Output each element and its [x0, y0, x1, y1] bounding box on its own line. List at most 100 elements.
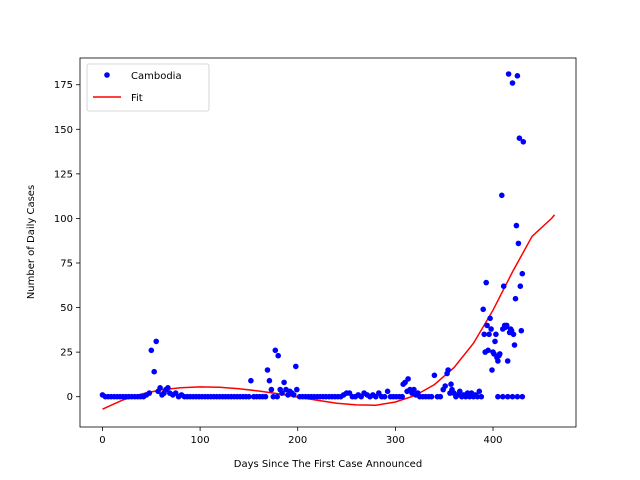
data-point [157, 385, 163, 391]
data-point [493, 331, 499, 338]
legend-box [86, 63, 210, 112]
data-point [485, 347, 491, 354]
data-point [518, 327, 525, 334]
data-point [510, 331, 517, 338]
data-point [442, 383, 449, 389]
data-point [275, 352, 282, 359]
y-tick-label: 175 [54, 80, 73, 91]
data-point [516, 135, 523, 141]
data-point [270, 393, 277, 400]
y-tick-label: 50 [60, 303, 73, 314]
y-tick-label: 75 [60, 259, 73, 270]
data-point [499, 192, 505, 199]
data-point [492, 338, 498, 345]
data-point [480, 306, 487, 313]
data-point [520, 139, 527, 145]
data-point [481, 331, 488, 338]
data-point [519, 393, 526, 400]
data-point [279, 390, 285, 396]
y-tick-label: 150 [54, 125, 73, 136]
data-point [165, 385, 171, 391]
data-point [517, 283, 524, 290]
y-axis-ticks: 0 25 50 75 100 125 150 175 [54, 80, 80, 403]
data-point [489, 367, 495, 373]
data-point [486, 331, 492, 338]
fit-layer [102, 214, 556, 410]
x-tick-label: 200 [288, 435, 307, 446]
y-tick-label: 25 [60, 348, 73, 359]
data-point [272, 347, 279, 354]
data-point [503, 322, 510, 329]
data-point [291, 392, 297, 398]
data-point [399, 393, 406, 400]
x-axis-label: Days Since The First Case Announced [234, 459, 422, 470]
x-tick-label: 0 [99, 435, 105, 446]
data-point [281, 379, 287, 386]
data-point [512, 295, 519, 302]
data-point [484, 322, 490, 329]
fit-line [102, 214, 556, 410]
data-point [381, 393, 388, 400]
y-tick-label: 125 [54, 169, 73, 180]
data-point [487, 315, 493, 322]
data-point [148, 347, 155, 354]
legend-label-cambodia: Cambodia [131, 71, 182, 82]
data-point [500, 283, 507, 290]
data-point [262, 393, 269, 400]
data-point [428, 393, 435, 400]
data-point [457, 388, 463, 395]
data-point [246, 393, 252, 400]
y-tick-label: 100 [54, 214, 73, 225]
data-point [268, 386, 275, 393]
data-point [445, 367, 451, 373]
data-point [505, 71, 512, 77]
data-point [509, 393, 516, 400]
data-point [405, 376, 411, 382]
x-tick-label: 400 [483, 435, 502, 446]
x-axis-ticks: 0 100 200 300 400 [99, 427, 503, 446]
data-point [514, 393, 521, 400]
data-point [478, 393, 485, 400]
legend-label-fit: Fit [131, 93, 143, 104]
data-point [509, 80, 516, 86]
plot-frame [79, 57, 577, 428]
data-point [437, 393, 444, 400]
data-point [248, 377, 254, 384]
data-point [264, 367, 271, 373]
data-point [476, 388, 483, 395]
x-tick-label: 300 [386, 435, 405, 446]
data-point [500, 393, 506, 400]
data-point [274, 393, 281, 400]
data-point [448, 381, 454, 388]
data-point [504, 393, 511, 400]
data-point [483, 279, 490, 286]
data-point [153, 338, 159, 345]
y-axis-label: Number of Daily Cases [26, 185, 37, 299]
data-point [495, 393, 501, 400]
data-point [504, 358, 511, 364]
data-point [384, 388, 391, 395]
data-point [411, 386, 417, 393]
data-point [513, 222, 520, 229]
y-tick-label: 0 [67, 392, 73, 403]
legend: Cambodia Fit [86, 63, 210, 112]
data-point [515, 240, 522, 247]
plot-area [80, 58, 576, 427]
data-point [151, 368, 157, 375]
data-point [488, 326, 494, 332]
data-point [266, 377, 273, 384]
data-point [474, 393, 481, 400]
legend-marker-cambodia [104, 72, 110, 78]
data-point [497, 351, 503, 357]
data-point [294, 386, 300, 393]
data-point [293, 363, 299, 370]
data-point [146, 390, 153, 396]
data-point [511, 342, 518, 348]
data-point [514, 73, 521, 79]
points-layer [99, 71, 527, 400]
x-tick-label: 100 [191, 435, 210, 446]
data-point [495, 358, 501, 364]
data-point [519, 270, 526, 277]
data-point [431, 372, 438, 379]
